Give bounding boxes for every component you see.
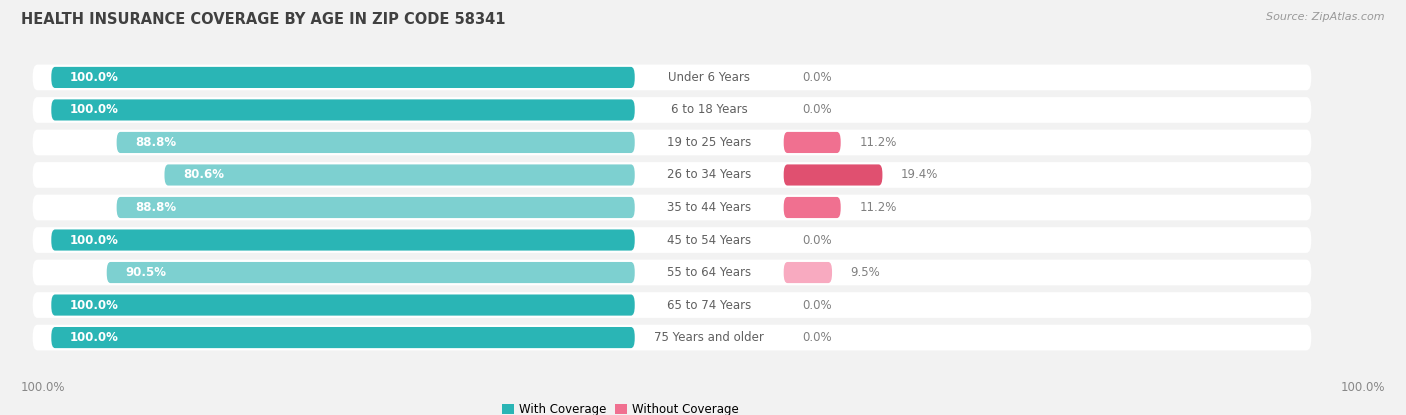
Text: 100.0%: 100.0% — [70, 103, 118, 117]
Text: 88.8%: 88.8% — [135, 136, 176, 149]
FancyBboxPatch shape — [783, 197, 841, 218]
Text: 90.5%: 90.5% — [125, 266, 166, 279]
Text: 9.5%: 9.5% — [851, 266, 880, 279]
Text: Under 6 Years: Under 6 Years — [668, 71, 751, 84]
FancyBboxPatch shape — [32, 195, 1312, 220]
FancyBboxPatch shape — [165, 164, 634, 186]
Text: 45 to 54 Years: 45 to 54 Years — [666, 234, 751, 247]
Text: 0.0%: 0.0% — [803, 103, 832, 117]
Text: 35 to 44 Years: 35 to 44 Years — [666, 201, 751, 214]
FancyBboxPatch shape — [117, 132, 634, 153]
FancyBboxPatch shape — [117, 197, 634, 218]
Text: 0.0%: 0.0% — [803, 331, 832, 344]
FancyBboxPatch shape — [783, 262, 832, 283]
Text: 19.4%: 19.4% — [901, 168, 938, 181]
FancyBboxPatch shape — [51, 67, 634, 88]
Text: 0.0%: 0.0% — [803, 234, 832, 247]
FancyBboxPatch shape — [32, 325, 1312, 350]
FancyBboxPatch shape — [51, 295, 634, 316]
Text: 80.6%: 80.6% — [183, 168, 224, 181]
Text: 65 to 74 Years: 65 to 74 Years — [666, 298, 751, 312]
Text: 100.0%: 100.0% — [70, 234, 118, 247]
Legend: With Coverage, Without Coverage: With Coverage, Without Coverage — [502, 403, 738, 415]
Text: 100.0%: 100.0% — [70, 331, 118, 344]
FancyBboxPatch shape — [51, 99, 634, 120]
FancyBboxPatch shape — [32, 292, 1312, 318]
Text: HEALTH INSURANCE COVERAGE BY AGE IN ZIP CODE 58341: HEALTH INSURANCE COVERAGE BY AGE IN ZIP … — [21, 12, 506, 27]
FancyBboxPatch shape — [51, 327, 634, 348]
Text: 100.0%: 100.0% — [70, 298, 118, 312]
FancyBboxPatch shape — [32, 65, 1312, 90]
Text: 100.0%: 100.0% — [70, 71, 118, 84]
FancyBboxPatch shape — [32, 227, 1312, 253]
FancyBboxPatch shape — [51, 229, 634, 251]
FancyBboxPatch shape — [107, 262, 634, 283]
Text: 100.0%: 100.0% — [1340, 381, 1385, 394]
FancyBboxPatch shape — [783, 132, 841, 153]
Text: 11.2%: 11.2% — [859, 201, 897, 214]
Text: 75 Years and older: 75 Years and older — [654, 331, 763, 344]
Text: 26 to 34 Years: 26 to 34 Years — [666, 168, 751, 181]
Text: 0.0%: 0.0% — [803, 71, 832, 84]
Text: 11.2%: 11.2% — [859, 136, 897, 149]
Text: 19 to 25 Years: 19 to 25 Years — [666, 136, 751, 149]
Text: 88.8%: 88.8% — [135, 201, 176, 214]
Text: Source: ZipAtlas.com: Source: ZipAtlas.com — [1267, 12, 1385, 22]
Text: 6 to 18 Years: 6 to 18 Years — [671, 103, 748, 117]
Text: 100.0%: 100.0% — [21, 381, 66, 394]
FancyBboxPatch shape — [32, 162, 1312, 188]
FancyBboxPatch shape — [32, 260, 1312, 286]
FancyBboxPatch shape — [783, 164, 883, 186]
Text: 55 to 64 Years: 55 to 64 Years — [666, 266, 751, 279]
FancyBboxPatch shape — [32, 129, 1312, 155]
Text: 0.0%: 0.0% — [803, 298, 832, 312]
FancyBboxPatch shape — [32, 97, 1312, 123]
